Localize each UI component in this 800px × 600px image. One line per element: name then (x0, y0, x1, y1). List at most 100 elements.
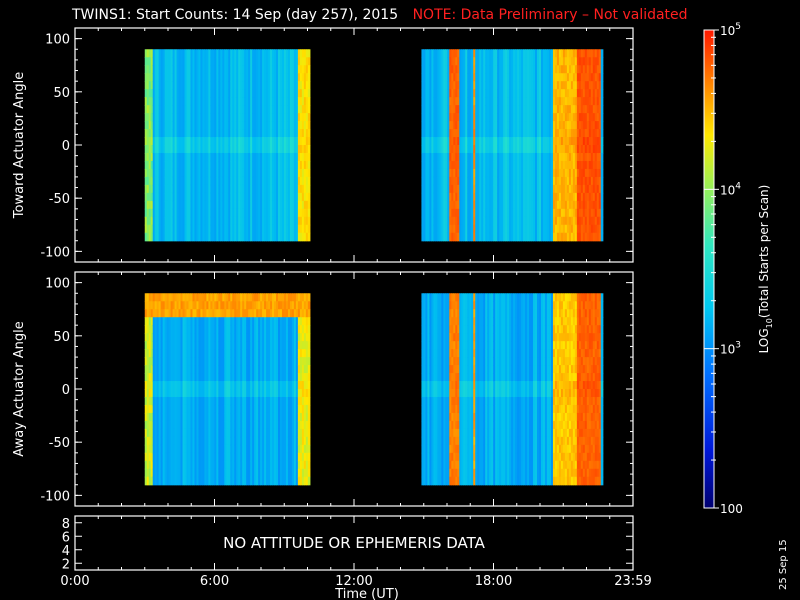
heatmap-cell (190, 145, 194, 154)
heatmap-cell (600, 49, 604, 58)
heatmap-cell (568, 81, 572, 90)
heatmap-cell (425, 137, 428, 146)
heatmap-cell (150, 49, 154, 58)
heatmap-cell (150, 317, 154, 326)
heatmap-cell (570, 73, 574, 82)
heatmap-cell (495, 137, 498, 146)
heatmap-cell (228, 129, 231, 138)
heatmap-cell (558, 145, 562, 154)
heatmap-cell (439, 73, 442, 82)
heatmap-cell (511, 216, 514, 226)
heatmap-cell (437, 137, 440, 146)
heatmap-cell (431, 152, 434, 162)
heatmap-cell (164, 373, 168, 382)
heatmap-cell (168, 200, 172, 210)
heatmap-cell (164, 137, 168, 146)
heatmap-cell (196, 301, 200, 310)
heatmap-cell (146, 317, 150, 326)
heatmap-cell (144, 476, 148, 486)
heatmap-cell (164, 349, 168, 358)
heatmap-cell (459, 208, 462, 218)
heatmap-cell (445, 73, 448, 82)
heatmap-cell (425, 65, 428, 74)
heatmap-cell (168, 152, 172, 162)
heatmap-cell (283, 57, 287, 66)
heatmap-cell (489, 200, 492, 210)
heatmap-cell (523, 145, 526, 154)
heatmap-cell (200, 357, 204, 366)
heatmap-cell (150, 89, 154, 98)
heatmap-cell (521, 208, 524, 218)
heatmap-cell (176, 57, 180, 66)
heatmap-cell (216, 137, 219, 146)
heatmap-cell (531, 168, 534, 178)
heatmap-cell (556, 168, 560, 178)
heatmap-cell (232, 89, 235, 98)
heatmap-cell (527, 208, 530, 218)
heatmap-cell (242, 65, 245, 74)
heatmap-cell (429, 200, 432, 210)
heatmap-cell (574, 168, 578, 178)
heatmap-cell (517, 184, 520, 194)
heatmap-cell (146, 325, 150, 334)
heatmap-cell (246, 145, 249, 154)
heatmap-cell (148, 389, 152, 398)
heatmap-cell (218, 137, 221, 146)
heatmap-cell (202, 89, 206, 98)
heatmap-cell (505, 65, 508, 74)
heatmap-cell (236, 121, 239, 130)
heatmap-cell (594, 192, 598, 202)
heatmap-cell (471, 49, 474, 58)
heatmap-cell (242, 49, 245, 58)
heatmap-cell (521, 168, 524, 178)
heatmap-cell (168, 389, 172, 398)
heatmap-cell (228, 176, 231, 186)
heatmap-cell (523, 200, 526, 210)
heatmap-cell (307, 224, 311, 234)
heatmap-cell (184, 57, 188, 66)
heatmap-cell (160, 301, 164, 310)
heatmap-cell (194, 341, 198, 350)
heatmap-cell (289, 168, 293, 178)
heatmap-cell (180, 105, 184, 114)
heatmap-cell (150, 436, 154, 446)
heatmap-cell (200, 89, 204, 98)
heatmap-cell (455, 137, 458, 146)
heatmap-cell (429, 121, 432, 130)
heatmap-cell (160, 97, 164, 106)
heatmap-cell (198, 341, 202, 350)
heatmap-cell (186, 341, 190, 350)
heatmap-cell (511, 192, 514, 202)
heatmap-cell (539, 224, 542, 234)
heatmap-cell (156, 73, 160, 82)
heatmap-cell (596, 121, 600, 130)
heatmap-cell (541, 49, 544, 58)
heatmap-cell (287, 97, 291, 106)
heatmap-cell (154, 349, 158, 358)
heatmap-cell (469, 232, 472, 242)
heatmap-cell (244, 113, 247, 122)
heatmap-cell (499, 168, 502, 178)
heatmap-cell (220, 192, 223, 202)
heatmap-cell (144, 232, 148, 242)
heatmap-cell (204, 152, 208, 162)
heatmap-cell (542, 168, 546, 178)
heatmap-cell (256, 81, 259, 90)
heatmap-cell (210, 145, 213, 154)
heatmap-cell (178, 160, 182, 170)
heatmap-cell (164, 365, 168, 374)
heatmap-cell (439, 97, 442, 106)
heatmap-cell (552, 65, 556, 74)
heatmap-cell (232, 200, 235, 210)
heatmap-cell (572, 160, 576, 170)
heatmap-cell (146, 436, 150, 446)
heatmap-cell (572, 224, 576, 234)
heatmap-cell (596, 113, 600, 122)
heatmap-cell (216, 176, 219, 186)
heatmap-cell (260, 137, 263, 146)
heatmap-cell (190, 460, 194, 470)
heatmap-cell (182, 184, 186, 194)
heatmap-cell (515, 184, 518, 194)
heatmap-cell (463, 152, 466, 162)
heatmap-cell (172, 373, 176, 382)
